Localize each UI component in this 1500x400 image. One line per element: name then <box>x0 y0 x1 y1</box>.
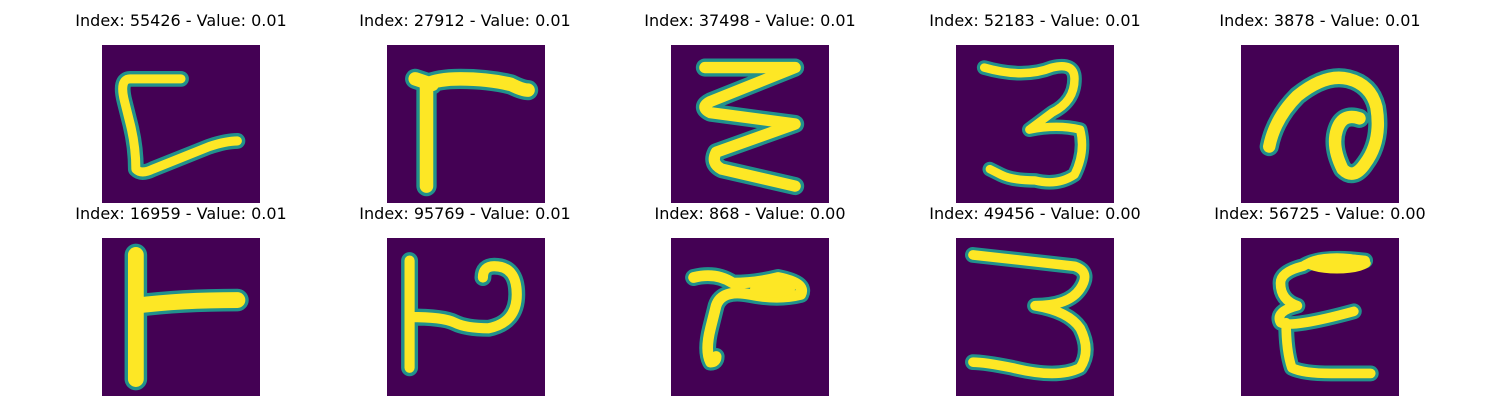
panel-7: Index: 95769 - Value: 0.01 <box>315 204 615 396</box>
panel-title: Index: 37498 - Value: 0.01 <box>644 11 856 30</box>
digit-image <box>387 238 545 396</box>
panel-title: Index: 16959 - Value: 0.01 <box>75 204 287 223</box>
digit-image <box>671 238 829 396</box>
digit-image <box>1241 238 1399 396</box>
panel-2: Index: 27912 - Value: 0.01 <box>315 11 615 203</box>
panel-4: Index: 52183 - Value: 0.01 <box>885 11 1185 203</box>
panel-title: Index: 3878 - Value: 0.01 <box>1219 11 1421 30</box>
panel-title: Index: 49456 - Value: 0.00 <box>929 204 1141 223</box>
digit-image <box>387 45 545 203</box>
panel-title: Index: 95769 - Value: 0.01 <box>359 204 571 223</box>
panel-3: Index: 37498 - Value: 0.01 <box>600 11 900 203</box>
panel-6: Index: 16959 - Value: 0.01 <box>31 204 331 396</box>
digit-image <box>956 45 1114 203</box>
panel-title: Index: 868 - Value: 0.00 <box>654 204 846 223</box>
panel-8: Index: 868 - Value: 0.00 <box>600 204 900 396</box>
digit-image <box>102 238 260 396</box>
panel-title: Index: 52183 - Value: 0.01 <box>929 11 1141 30</box>
panel-5: Index: 3878 - Value: 0.01 <box>1170 11 1470 203</box>
digit-image <box>956 238 1114 396</box>
digit-image <box>102 45 260 203</box>
panel-title: Index: 27912 - Value: 0.01 <box>359 11 571 30</box>
panel-9: Index: 49456 - Value: 0.00 <box>885 204 1185 396</box>
digit-image <box>1241 45 1399 203</box>
panel-10: Index: 56725 - Value: 0.00 <box>1170 204 1470 396</box>
panel-1: Index: 55426 - Value: 0.01 <box>31 11 331 203</box>
panel-title: Index: 55426 - Value: 0.01 <box>75 11 287 30</box>
panel-title: Index: 56725 - Value: 0.00 <box>1214 204 1426 223</box>
digit-image <box>671 45 829 203</box>
